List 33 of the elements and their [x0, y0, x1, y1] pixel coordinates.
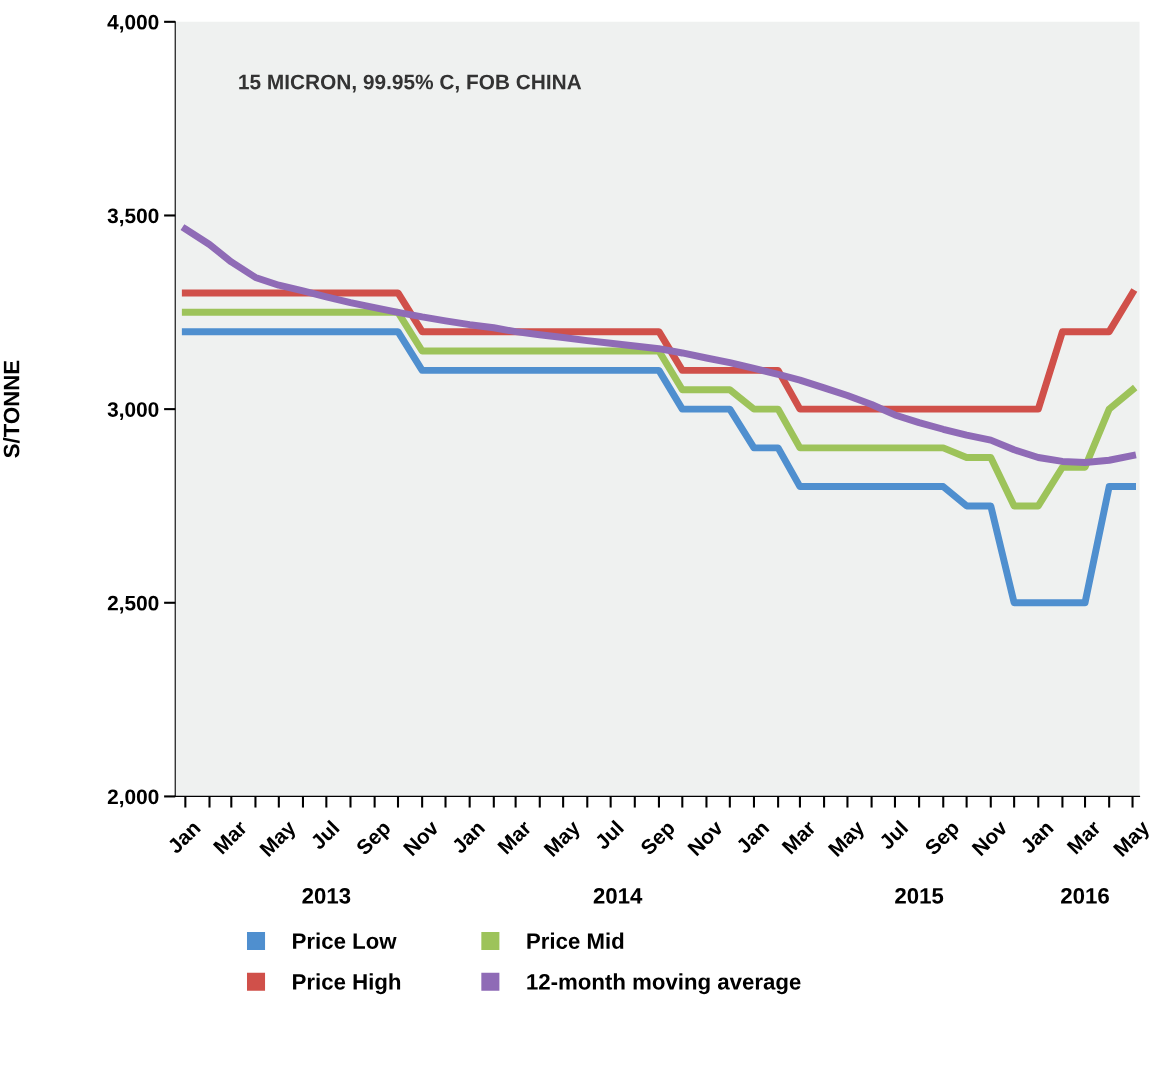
x-tick-label: Sep [639, 819, 679, 859]
x-tick-label: Mar [497, 819, 533, 855]
x-tick-label: Sep [923, 819, 964, 859]
x-tick-label: May [259, 819, 300, 861]
x-tick-label: Mar [212, 819, 249, 855]
y-tick-label: 2,500 [107, 595, 159, 614]
x-tick-label: Nov [971, 819, 1009, 857]
x-tick-label: Jan [450, 820, 486, 855]
y-tick-label: 2,000 [107, 789, 159, 808]
annotation: 15 MICRON, 99.95% C, FOB CHINA [239, 74, 582, 93]
x-tick-label: Mar [1066, 819, 1102, 855]
legend-label: Price High [293, 973, 401, 995]
y-axis-title: S/TONNE [3, 360, 20, 458]
legend-label: Price Low [293, 932, 397, 949]
x-tick-label: Jan [735, 820, 770, 855]
y-tick-label: 4,000 [107, 14, 159, 33]
legend-label: Price Mid [527, 932, 624, 949]
x-tick-label: Nov [402, 819, 440, 857]
x2-tick-label: 2016 [1061, 887, 1109, 904]
x-tick-label: Sep [355, 819, 395, 859]
x-tick-label: Jul [593, 819, 625, 851]
x2-tick-label: 2015 [895, 887, 944, 904]
x-tick-label: Jan [166, 820, 202, 855]
x-tick-label: Jul [877, 819, 909, 851]
y-tick-label: 3,000 [107, 402, 159, 420]
x-tick-label: Jan [1019, 820, 1055, 855]
x-tick-label: Jul [309, 819, 340, 851]
x2-tick-label: 2014 [593, 887, 643, 904]
x-tick-label: Nov [687, 819, 725, 857]
x2-tick-label: 2013 [302, 887, 351, 904]
y-tick-label: 3,500 [107, 208, 159, 227]
legend-label: 12-month moving average [527, 973, 801, 995]
x-tick-label: Mar [781, 819, 817, 855]
